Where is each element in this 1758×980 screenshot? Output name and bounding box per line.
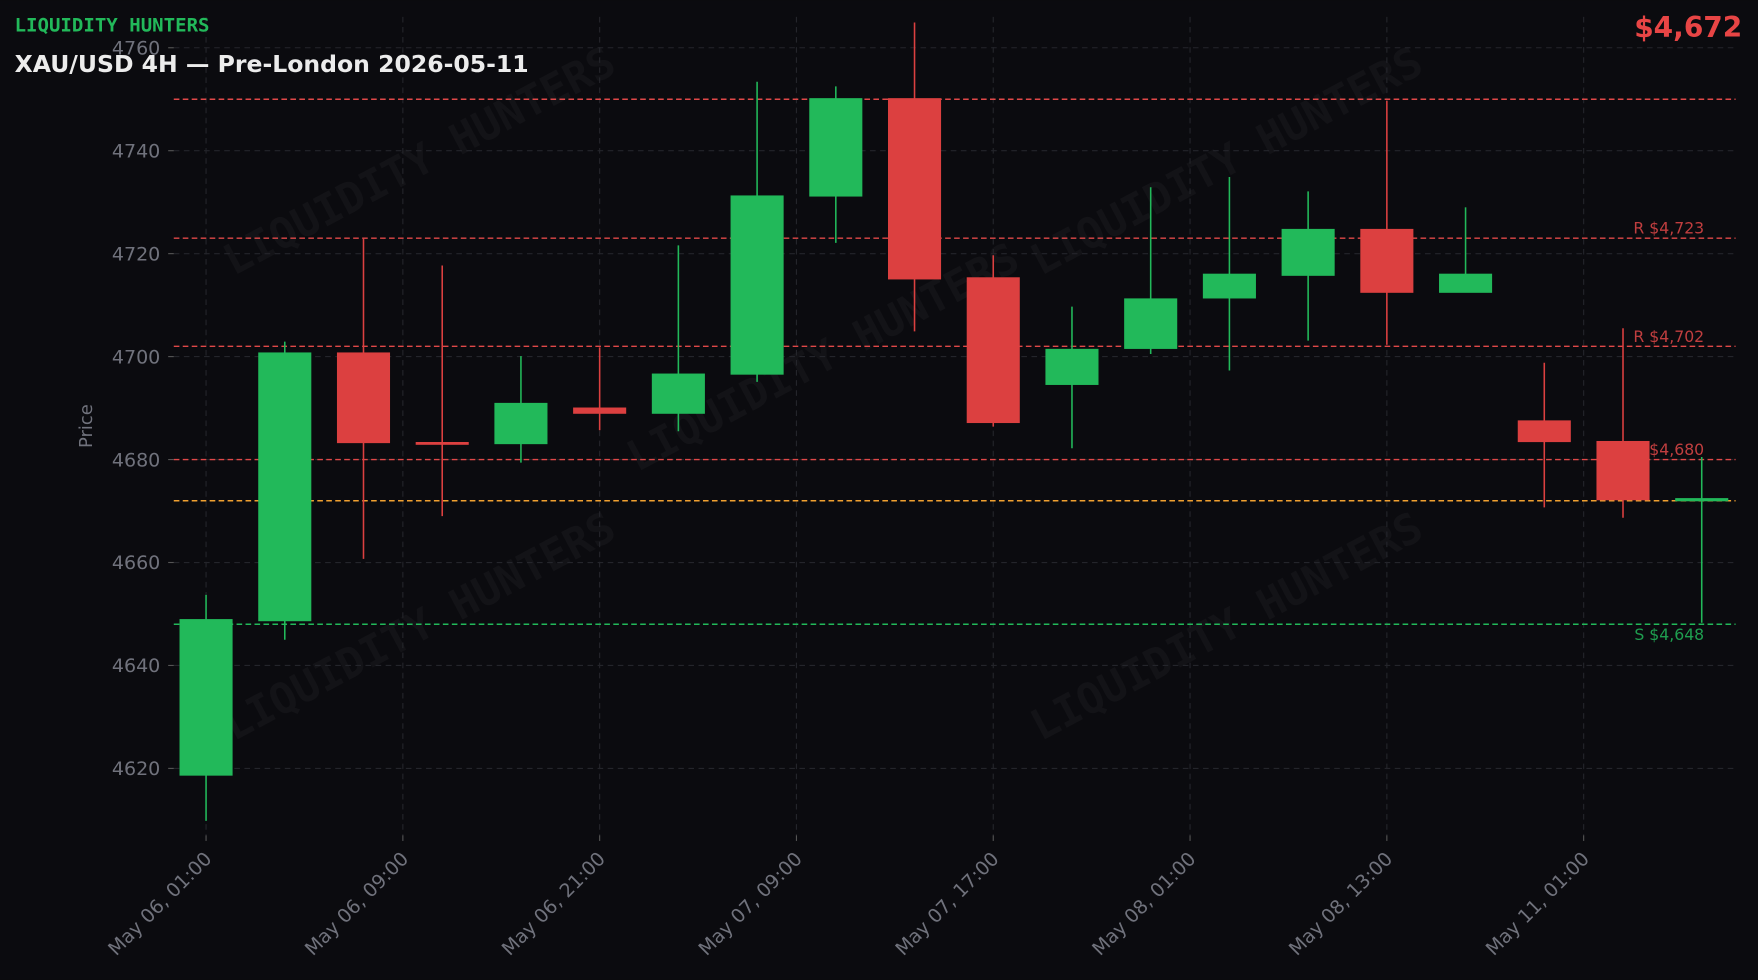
candle-body xyxy=(730,195,784,375)
levels: R $4,723 R $4,702 R $4,680 S $4,648 xyxy=(173,98,1736,644)
candle-body xyxy=(494,402,548,445)
candle-body xyxy=(1517,420,1571,443)
candle-body xyxy=(1596,440,1650,501)
candle-body xyxy=(415,442,469,445)
candle-body xyxy=(1675,498,1729,502)
y-tick-label: 4720 xyxy=(112,243,160,265)
candle-body xyxy=(1439,273,1493,293)
candle-body xyxy=(887,98,942,280)
candle-body xyxy=(336,352,391,444)
level-label: S $4,648 xyxy=(1634,625,1704,644)
y-tick-label: 4640 xyxy=(112,655,160,677)
candle-body xyxy=(258,352,312,622)
candle-body xyxy=(651,373,705,414)
level-label: R $4,702 xyxy=(1633,327,1704,346)
candle-body xyxy=(1124,298,1178,349)
y-tick-label: 4620 xyxy=(112,758,160,780)
y-tick-label: 4760 xyxy=(112,37,160,59)
candle-body xyxy=(1045,348,1099,385)
brand: LIQUIDITY HUNTERS xyxy=(15,14,210,36)
level-label: R $4,723 xyxy=(1633,219,1704,238)
candles xyxy=(179,22,1729,821)
candle-body xyxy=(809,98,863,197)
candle-body xyxy=(573,407,627,414)
candle-body xyxy=(1360,228,1414,293)
y-tick-label: 4740 xyxy=(112,140,160,162)
candle-body xyxy=(179,619,233,776)
y-tick-label: 4700 xyxy=(112,346,160,368)
candle-body xyxy=(966,277,1020,424)
y-axis-label: Price xyxy=(76,404,97,448)
y-tick-label: 4660 xyxy=(112,552,160,574)
price-display: $4,672 xyxy=(1634,11,1742,44)
candle-body xyxy=(1202,273,1256,299)
chart-title: XAU/USD 4H — Pre-London 2026-05-11 xyxy=(15,50,529,78)
candle-body xyxy=(1281,228,1335,276)
y-tick-label: 4680 xyxy=(112,449,160,471)
level-label: R $4,680 xyxy=(1633,440,1704,459)
